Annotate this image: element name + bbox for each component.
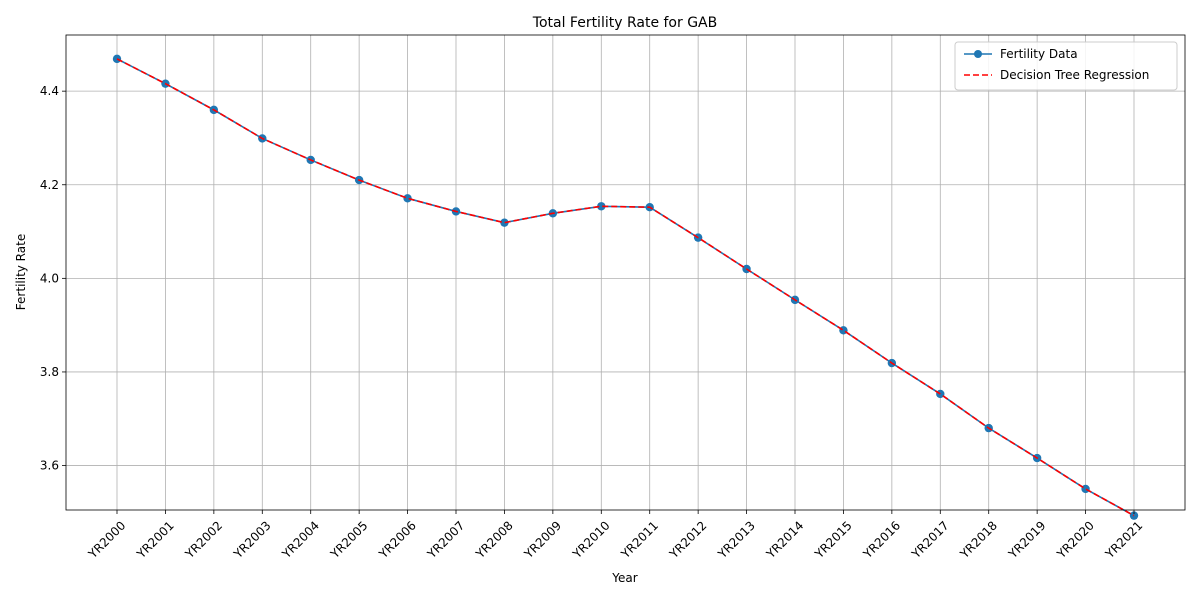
x-axis-title: Year [611,571,637,585]
chart-title: Total Fertility Rate for GAB [532,15,717,31]
y-tick-label: 4.4 [40,84,59,98]
legend: Fertility Data Decision Tree Regression [954,41,1178,91]
series-layer [112,54,1139,520]
plot-area-frame [65,34,1186,511]
y-tick-label: 3.8 [40,365,59,379]
legend-box [954,41,1178,91]
y-tick-label: 4.2 [40,178,59,192]
legend-label-fertility-data: Fertility Data [1000,47,1078,61]
y-axis-title: Fertility Rate [14,234,28,310]
data-point-fertility-data [1081,484,1090,494]
grid-lines [66,35,1185,510]
y-tick-label: 3.6 [40,459,59,473]
y-tick-label: 4.0 [40,271,59,285]
data-point-fertility-data [597,202,606,211]
data-point-fertility-data [403,194,412,203]
data-point-fertility-data [500,218,509,227]
y-axis-ticks: 3.6 3.8 4.0 4.2 4.4 [40,84,66,473]
legend-label-decision-tree: Decision Tree Regression [1000,68,1149,82]
series-line-decision-tree-regression [116,58,1135,517]
legend-marker-fertility-data [974,50,982,58]
